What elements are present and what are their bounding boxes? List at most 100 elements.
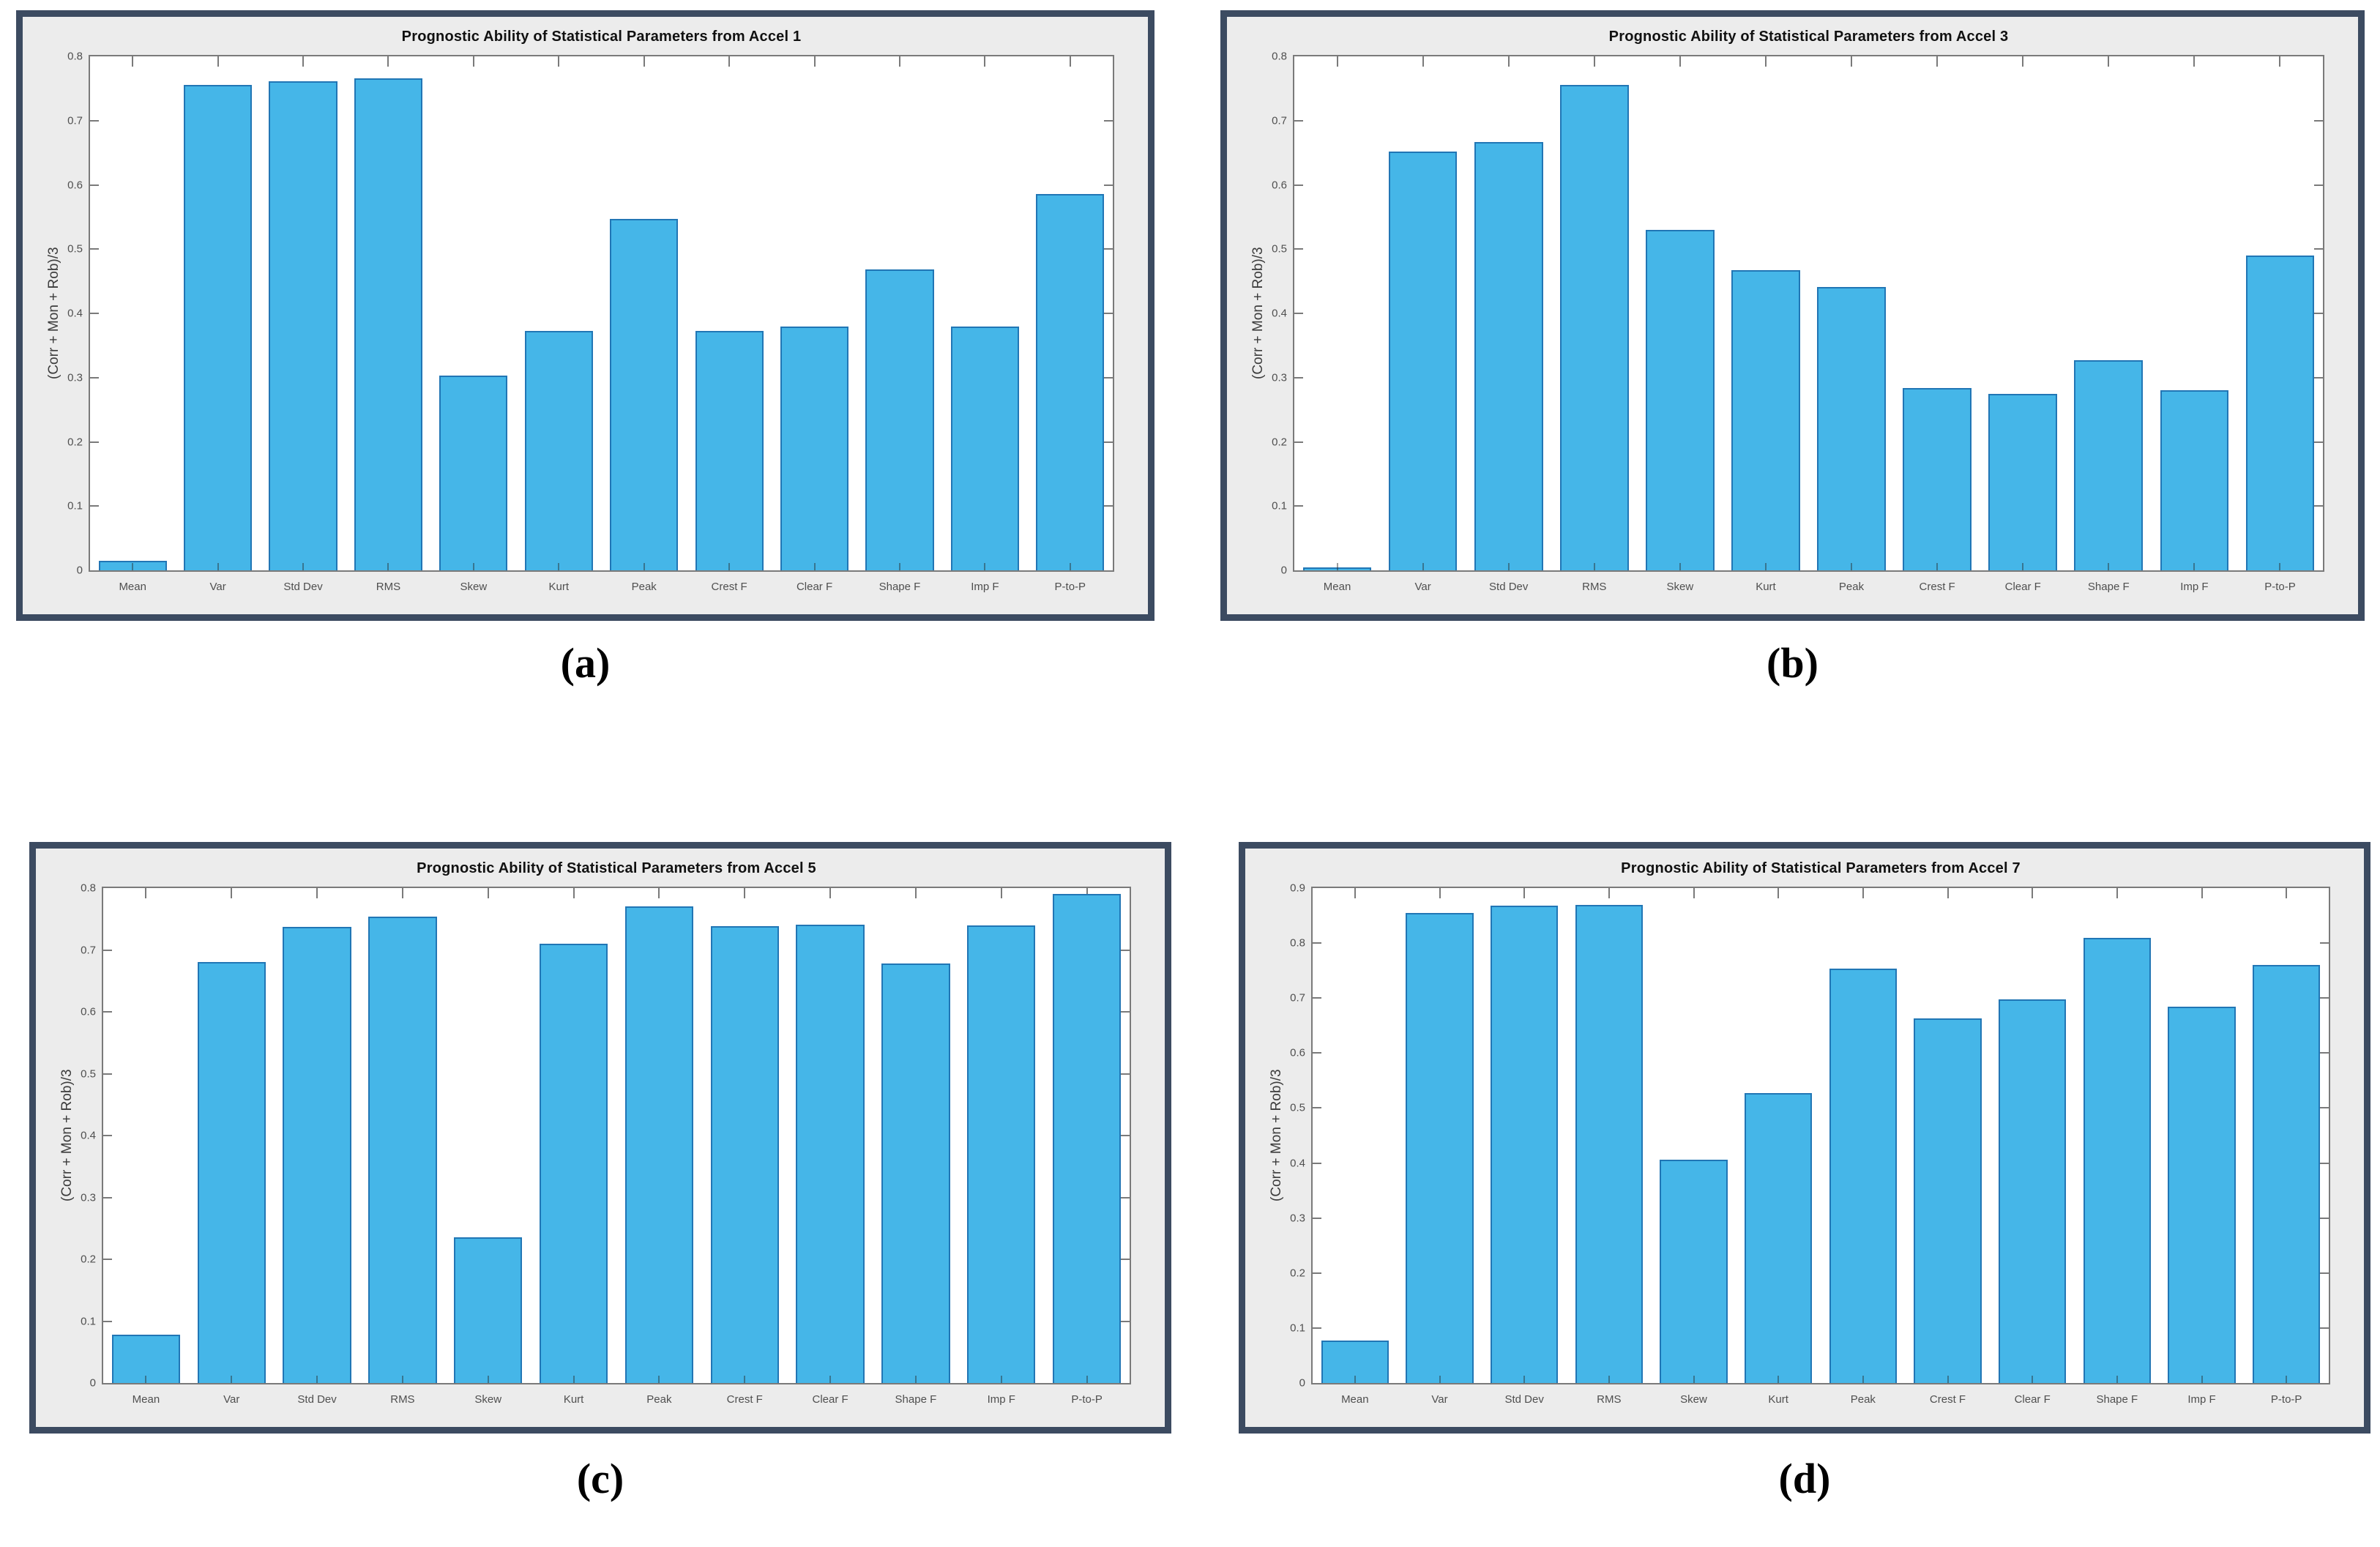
x-tick-mark-bottom [1936, 563, 1939, 570]
x-tick-label: Crest F [1929, 1393, 1966, 1406]
x-tick-mark-top [316, 888, 318, 898]
y-tick-label: 0.1 [67, 499, 83, 512]
x-tick-label: Clear F [2014, 1393, 2051, 1406]
x-tick-mark-bottom [401, 1376, 403, 1383]
x-tick-mark-bottom [217, 563, 219, 570]
x-tick-label: Std Dev [1489, 581, 1529, 593]
x-tick-mark-bottom [744, 1376, 746, 1383]
y-axis-label: (Corr + Mon + Rob)/3 [1269, 1069, 1284, 1202]
x-tick-mark-top [984, 56, 986, 67]
x-tick-mark-bottom [1777, 1376, 1780, 1383]
y-tick-mark [2314, 376, 2323, 379]
bar-std-dev [283, 927, 351, 1383]
x-tick-label: Crest F [711, 581, 747, 593]
bar-kurt [1744, 1093, 1813, 1383]
y-axis-label: (Corr + Mon + Rob)/3 [46, 247, 61, 380]
x-tick-label: RMS [1582, 581, 1607, 593]
bar-imp-f [967, 925, 1036, 1383]
y-tick-mark [103, 1135, 112, 1136]
x-tick-mark-bottom [132, 563, 134, 570]
x-tick-label: Skew [1666, 581, 1694, 593]
plot-area: 0 0.1 0.2 0.3 0.4 0.5 0.6 0.7 0.8 Mean Var Std Dev R… [1272, 51, 2324, 593]
y-tick-label: 0.3 [81, 1191, 96, 1204]
x-tick-mark-top [1679, 56, 1681, 67]
bar-imp-f [950, 327, 1019, 570]
chart-panel-accel-7: Prognostic Ability of Statistical Parame… [1239, 842, 2370, 1434]
bar-std-dev [1474, 141, 1543, 570]
x-tick-label: Imp F [971, 581, 999, 593]
y-tick-mark [1294, 505, 1303, 507]
x-tick-mark-top [1354, 888, 1356, 898]
x-tick-mark-bottom [1862, 1376, 1864, 1383]
bar-rms [368, 916, 437, 1383]
y-tick-label: 0.7 [67, 114, 83, 127]
x-tick-mark-bottom [813, 563, 816, 570]
y-tick-mark [1121, 1073, 1130, 1075]
x-tick-mark-top [1523, 888, 1526, 898]
x-tick-mark-bottom [1069, 563, 1071, 570]
y-tick-label: 0.4 [1290, 1157, 1305, 1170]
x-tick-label: Skew [1680, 1393, 1707, 1406]
caption-a: (a) [560, 639, 611, 687]
y-tick-label: 0 [89, 1376, 96, 1390]
x-tick-label: Shape F [895, 1393, 937, 1406]
x-tick-label: Var [223, 1393, 240, 1406]
x-tick-mark-top [1851, 56, 1853, 67]
bar-crest-f [710, 926, 779, 1383]
y-tick-mark [1121, 1196, 1130, 1199]
x-tick-mark-bottom [1593, 563, 1595, 570]
x-tick-mark-bottom [302, 563, 305, 570]
x-tick-label: Imp F [2187, 1393, 2216, 1406]
bar-peak [624, 906, 694, 1383]
x-tick-mark-top [132, 56, 134, 67]
x-tick-label: Imp F [987, 1393, 1015, 1406]
y-tick-mark [2314, 505, 2323, 507]
y-tick-label: 0.2 [1290, 1267, 1305, 1280]
y-tick-mark [2320, 1107, 2329, 1109]
y-tick-label: 0.7 [81, 944, 96, 956]
x-tick-label: Peak [1850, 1393, 1876, 1406]
x-tick-mark-bottom [658, 1376, 660, 1383]
y-tick-label: 0.7 [1272, 114, 1287, 127]
bar-var [1388, 151, 1458, 570]
y-tick-mark [2320, 1052, 2329, 1054]
x-tick-mark-bottom [1439, 1376, 1441, 1383]
bar-imp-f [2168, 1006, 2236, 1383]
x-tick-mark-top [2032, 888, 2034, 898]
y-tick-label: 0.2 [67, 436, 83, 448]
y-tick-mark [1313, 997, 1321, 999]
x-tick-label: Clear F [2004, 581, 2041, 593]
x-tick-mark-top [2116, 888, 2118, 898]
x-tick-mark-bottom [643, 563, 645, 570]
bar-kurt [1731, 270, 1800, 570]
x-tick-label: Var [209, 581, 226, 593]
x-tick-label: Var [1431, 1393, 1448, 1406]
x-tick-label: Clear F [812, 1393, 848, 1406]
bar-std-dev [269, 81, 337, 570]
x-tick-mark-top [658, 888, 660, 898]
y-tick-label: 0.2 [1272, 436, 1287, 448]
y-tick-label: 0.5 [1272, 242, 1287, 256]
bar-rms [1575, 904, 1644, 1383]
x-tick-mark-bottom [1851, 563, 1853, 570]
x-tick-mark-top [1000, 888, 1002, 898]
bar-clear-f [1988, 393, 2058, 570]
y-tick-label: 0 [1299, 1376, 1305, 1390]
y-tick-label: 0.8 [1290, 936, 1305, 950]
y-tick-label: 0.5 [67, 242, 83, 256]
bar-var [197, 962, 266, 1383]
y-tick-mark [2314, 313, 2323, 314]
x-tick-mark-top [387, 56, 389, 67]
plot-area: 0 0.1 0.2 0.3 0.4 0.5 0.6 0.7 0.8 Mean Var Std Dev R… [67, 51, 1114, 593]
x-tick-mark-top [2022, 56, 2024, 67]
x-tick-mark-top [1608, 888, 1610, 898]
x-tick-mark-bottom [1947, 1376, 1949, 1383]
x-tick-mark-bottom [2279, 563, 2281, 570]
y-tick-mark [1313, 1272, 1321, 1274]
caption-d: (d) [1778, 1455, 1831, 1502]
bar-shape-f [2083, 937, 2152, 1383]
x-tick-label: Mean [132, 1393, 160, 1406]
caption-c: (c) [576, 1455, 624, 1502]
y-tick-label: 0.6 [1272, 179, 1287, 191]
